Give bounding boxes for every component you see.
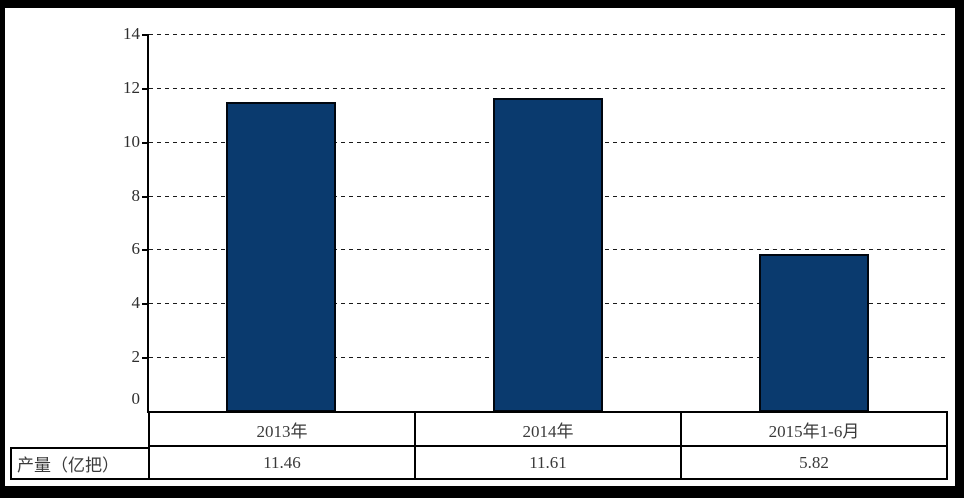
y-axis-tick (142, 88, 149, 90)
y-axis-tick-label: 4 (131, 293, 141, 312)
value-cell: 11.61 (416, 447, 682, 478)
y-axis-tick-label: 6 (131, 239, 141, 258)
y-axis-tick (142, 34, 149, 36)
y-axis-tick-label: 12 (123, 78, 140, 97)
row-label-cell: 产量（亿把） (10, 447, 150, 480)
category-cell: 2014年 (416, 413, 682, 445)
bar-2013年 (226, 102, 336, 412)
row-label: 产量（亿把） (17, 456, 119, 475)
bar-2015年1-6月 (759, 254, 869, 412)
y-axis-tick-label: 2 (131, 347, 141, 366)
y-axis-tick-label: 8 (131, 186, 141, 205)
y-axis-tick-label: 0 (131, 389, 141, 408)
gridline-12 (149, 88, 948, 89)
y-axis-tick-label: 14 (123, 24, 140, 43)
y-axis-tick (142, 196, 149, 198)
value-cell: 11.46 (150, 447, 416, 478)
data-table: 2013年 2014年 2015年1-6月 11.46 11.61 5.82 (148, 411, 948, 480)
y-axis-tick (142, 303, 149, 305)
gridline-14 (149, 34, 948, 35)
y-axis-tick (142, 142, 149, 144)
bar-2014年 (493, 98, 603, 412)
y-axis-tick-label: 10 (123, 132, 140, 151)
y-axis-tick (142, 249, 149, 251)
y-axis-line (147, 34, 149, 413)
value-cell: 5.82 (799, 452, 829, 472)
y-axis-tick (142, 357, 149, 359)
value-row: 11.46 11.61 5.82 (150, 447, 946, 478)
category-row: 2013年 2014年 2015年1-6月 (150, 413, 946, 447)
category-cell: 2015年1-6月 (768, 421, 860, 441)
category-cell: 2013年 (150, 413, 416, 445)
